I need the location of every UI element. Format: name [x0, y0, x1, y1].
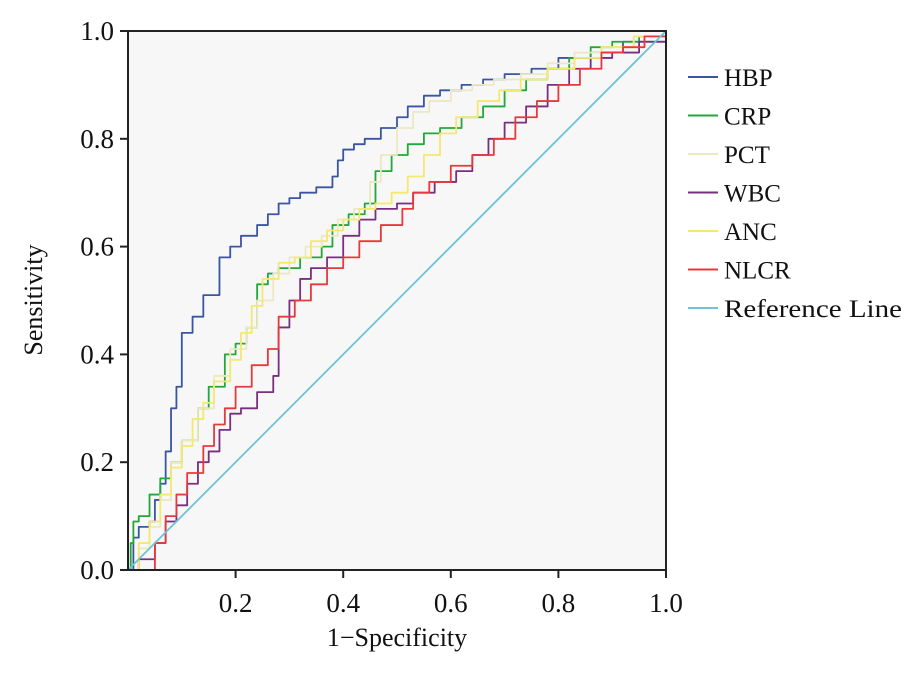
x-tick-label: 0.8 [542, 588, 576, 618]
series-line-wbc [128, 31, 667, 571]
legend-label: NLCR [724, 258, 791, 285]
x-tick-label: 0.4 [326, 588, 360, 618]
legend-label: Reference Line [724, 296, 902, 323]
x-axis-title: 1−Specificity [327, 623, 467, 652]
series-line-anc [128, 31, 667, 571]
legend-label: ANC [724, 219, 777, 246]
x-tick-label: 1.0 [649, 588, 683, 618]
series-line-pct [128, 31, 667, 571]
y-tick-label: 1.0 [80, 16, 114, 46]
legend-label: WBC [724, 181, 781, 208]
y-tick-label: 0.4 [80, 339, 114, 369]
y-axis-title: Sensitivity [19, 244, 48, 355]
series-line-reference-line [127, 30, 667, 571]
y-tick-label: 0.8 [80, 124, 114, 154]
y-axis: 0.0 0.2 0.4 0.6 0.8 1.0 [80, 16, 128, 585]
x-tick-label: 0.2 [219, 588, 253, 618]
legend-label: PCT [724, 142, 770, 169]
legend: HBP CRP PCT WBC ANC NLCR Reference Line [688, 65, 902, 323]
series-layer [127, 30, 667, 571]
x-tick-label: 0.6 [434, 588, 468, 618]
legend-label: HBP [724, 65, 773, 92]
legend-label: CRP [724, 104, 771, 131]
y-tick-label: 0.2 [80, 447, 114, 477]
x-axis: 0.2 0.4 0.6 0.8 1.0 [219, 570, 683, 618]
series-line-hbp [128, 31, 667, 571]
y-tick-label: 0.0 [80, 555, 114, 585]
y-tick-label: 0.6 [80, 232, 114, 262]
series-line-nlcr [128, 31, 667, 571]
plot-frame [127, 30, 667, 571]
